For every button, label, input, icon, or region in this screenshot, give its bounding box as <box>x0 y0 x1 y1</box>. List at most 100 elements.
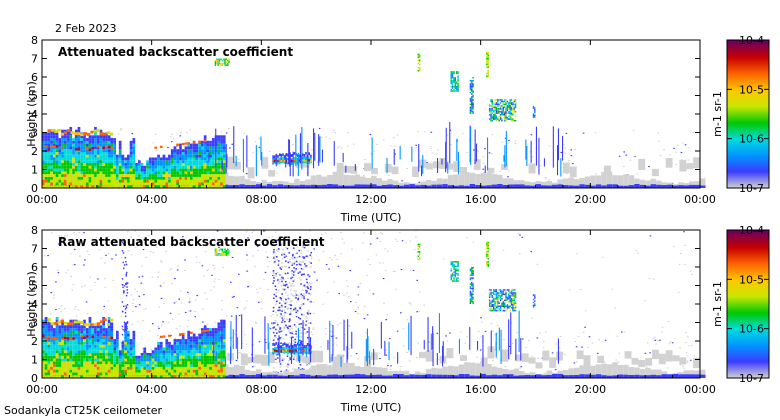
cloud-cell <box>162 185 166 188</box>
cloud-cell <box>58 157 62 161</box>
noise-speck <box>158 271 160 273</box>
noise-speck <box>102 308 105 310</box>
mid-cloud <box>494 105 496 107</box>
noise-speck <box>313 312 315 314</box>
surface-layer <box>584 184 591 188</box>
cloud-cell <box>63 171 67 175</box>
cloud-cell <box>69 176 73 180</box>
cloud-cell <box>157 366 160 370</box>
surface-layer <box>683 370 689 378</box>
cloud-cell <box>162 347 166 351</box>
cloud-cell <box>124 179 127 183</box>
cloud-cell <box>53 135 56 139</box>
cloud-cell <box>50 347 53 351</box>
cloud-cell <box>181 358 185 362</box>
cloud-cell <box>165 163 169 166</box>
surface-layer <box>508 184 514 188</box>
cloud-cell <box>53 364 56 367</box>
cloud-cell <box>47 182 51 186</box>
noise-speck <box>501 141 504 143</box>
surface-layer <box>535 374 541 378</box>
cloud-cell <box>50 341 53 345</box>
cloud-cell <box>88 330 92 334</box>
cloud-cell <box>53 132 56 136</box>
noise-speck <box>654 336 656 338</box>
cloud-cell <box>154 369 158 373</box>
noise-speck <box>251 366 254 368</box>
mid-cloud <box>488 109 491 112</box>
surface-layer <box>343 374 350 378</box>
cloud-cell <box>146 176 149 180</box>
cloud-cell <box>61 344 64 348</box>
high-cloud <box>471 90 473 92</box>
cloud-cell <box>102 358 105 362</box>
noise-speck <box>73 232 75 234</box>
cloud-cell <box>176 143 179 146</box>
surface-layer <box>403 370 410 378</box>
haze <box>446 348 454 359</box>
noise-speck <box>84 259 86 261</box>
cloud-cell <box>50 176 53 180</box>
noise-speck <box>195 261 198 263</box>
cloud-cell <box>116 160 119 164</box>
cloud-cell <box>157 171 160 175</box>
mid-cloud <box>534 116 536 118</box>
cloud-cell <box>176 353 179 356</box>
surface-layer <box>694 184 700 188</box>
precip-streak <box>560 158 562 177</box>
cloud-cell <box>173 369 177 373</box>
mid-cloud <box>493 114 495 116</box>
cloud-cell <box>55 372 59 376</box>
precip-streak <box>371 137 373 169</box>
cloud-cell <box>138 375 141 378</box>
cloud-cell <box>58 163 62 166</box>
surface-layer <box>349 363 355 378</box>
cloud-cell <box>203 140 207 144</box>
surface-layer <box>283 370 289 378</box>
noise-speck <box>107 252 110 254</box>
cloud-cell <box>217 176 221 180</box>
cloud-cell <box>217 165 221 169</box>
noise-speck <box>290 307 292 310</box>
noise-speck <box>272 323 274 325</box>
noise-speck <box>277 260 280 262</box>
surface-layer <box>431 374 437 378</box>
cloud-cell <box>110 165 114 169</box>
noise-speck <box>688 345 691 347</box>
noise-speck <box>301 273 304 276</box>
precip-streak <box>354 164 356 171</box>
high-cloud <box>224 64 226 66</box>
cloud-cell <box>113 179 116 183</box>
noise-speck <box>303 296 305 298</box>
cloud-cell <box>181 174 185 177</box>
noise-speck <box>281 262 283 264</box>
cloud-cell <box>124 361 127 365</box>
cloud-cell <box>165 182 169 186</box>
surface-layer <box>387 179 393 188</box>
haze <box>583 355 591 368</box>
cloud-cell <box>278 153 281 157</box>
haze <box>672 355 680 362</box>
cloud-cell <box>96 151 100 155</box>
noise-speck <box>137 159 139 161</box>
cloud-cell <box>206 179 210 183</box>
cloud-cell <box>66 330 70 334</box>
cloud-cell <box>102 335 105 338</box>
mid-cloud <box>532 105 535 108</box>
cloud-cell <box>63 157 67 161</box>
cloud-cell <box>162 174 166 177</box>
noise-speck <box>285 312 288 314</box>
surface-layer <box>623 364 629 378</box>
cloud-cell <box>212 171 215 175</box>
noise-speck <box>329 330 332 332</box>
noise-speck <box>284 281 287 283</box>
noise-speck <box>366 274 368 276</box>
mid-cloud <box>497 100 499 103</box>
cloud-cell <box>212 138 215 141</box>
cloud-cell <box>94 132 97 136</box>
noise-speck <box>278 240 281 243</box>
cloud-cell <box>181 361 185 365</box>
cloud-cell <box>113 157 116 161</box>
cloud-cell <box>91 372 95 376</box>
cloud-cell <box>132 154 136 158</box>
